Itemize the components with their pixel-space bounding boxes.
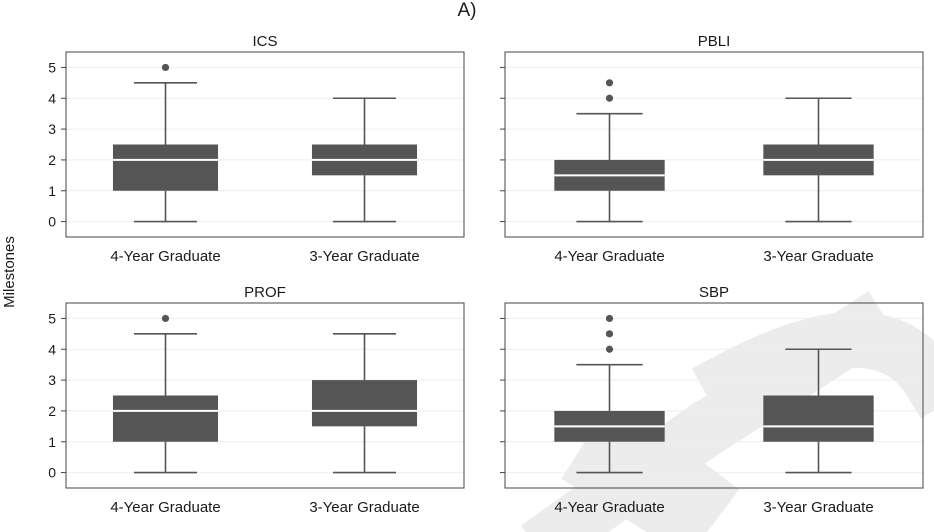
box-3-year-graduate [763, 348, 874, 474]
x-tick-label: 4-Year Graduate [110, 499, 220, 516]
y-tick-label: 5 [48, 59, 56, 75]
y-tick-label: 1 [48, 183, 56, 199]
plot-frame [504, 302, 924, 489]
x-tick-label: 4-Year Graduate [554, 248, 664, 265]
outlier-point [605, 94, 614, 102]
box-4-year-graduate [554, 314, 665, 474]
y-tick-label: 0 [48, 465, 56, 481]
x-tick-label: 3-Year Graduate [763, 248, 873, 265]
y-tick-label: 3 [48, 372, 56, 388]
y-tick-label: 3 [48, 121, 56, 137]
panel-ics: ICS 0 1 2 3 4 5 4-Year Graduate 3-Year Graduate [48, 33, 465, 265]
box-3-year-graduate [763, 97, 874, 223]
outlier-point [605, 330, 614, 338]
box-3-year-graduate [311, 333, 418, 474]
y-tick-label: 0 [48, 214, 56, 230]
panel-title: PBLI [698, 33, 731, 50]
panel-sbp: SBP 4-Year Graduate 3-Year Graduate [500, 284, 924, 516]
box-4-year-graduate [112, 63, 219, 223]
x-tick-label: 3-Year Graduate [763, 499, 873, 516]
box-4-year-graduate [112, 314, 219, 474]
y-tick-label: 1 [48, 434, 56, 450]
plot-frame [65, 302, 465, 489]
plot-frame [504, 51, 924, 238]
x-tick-label: 3-Year Graduate [309, 499, 419, 516]
outlier-point [161, 314, 170, 323]
panel-pbli: PBLI 4-Year Graduate 3-Year Graduate [500, 33, 924, 265]
figure-label: A) [458, 0, 477, 21]
y-tick-label: 5 [48, 310, 56, 326]
y-tick-label: 2 [48, 152, 56, 168]
plot-frame [65, 51, 465, 238]
y-axis-label: Milestones [1, 236, 18, 308]
panel-title: ICS [252, 33, 277, 50]
box-4-year-graduate [554, 79, 665, 223]
box-iqr [112, 144, 219, 191]
y-tick-label: 2 [48, 403, 56, 419]
box-3-year-graduate [311, 97, 418, 223]
y-tick-label: 4 [48, 341, 56, 357]
watermark-letter-e [520, 400, 740, 532]
box-iqr [112, 395, 219, 442]
y-tick-label: 4 [48, 90, 56, 106]
box-iqr [311, 380, 418, 427]
outlier-point [605, 314, 614, 323]
x-tick-label: 4-Year Graduate [554, 499, 664, 516]
watermark-letter-d [681, 291, 934, 459]
panel-prof: PROF 0 1 2 3 4 5 4-Year Graduate 3-Year Graduate [48, 284, 465, 516]
outlier-point [161, 63, 170, 72]
box-iqr [763, 395, 874, 442]
x-tick-label: 4-Year Graduate [110, 248, 220, 265]
outlier-point [605, 345, 614, 353]
panel-title: SBP [699, 284, 729, 301]
panel-title: PROF [244, 284, 286, 301]
x-tick-label: 3-Year Graduate [309, 248, 419, 265]
outlier-point [605, 79, 614, 87]
